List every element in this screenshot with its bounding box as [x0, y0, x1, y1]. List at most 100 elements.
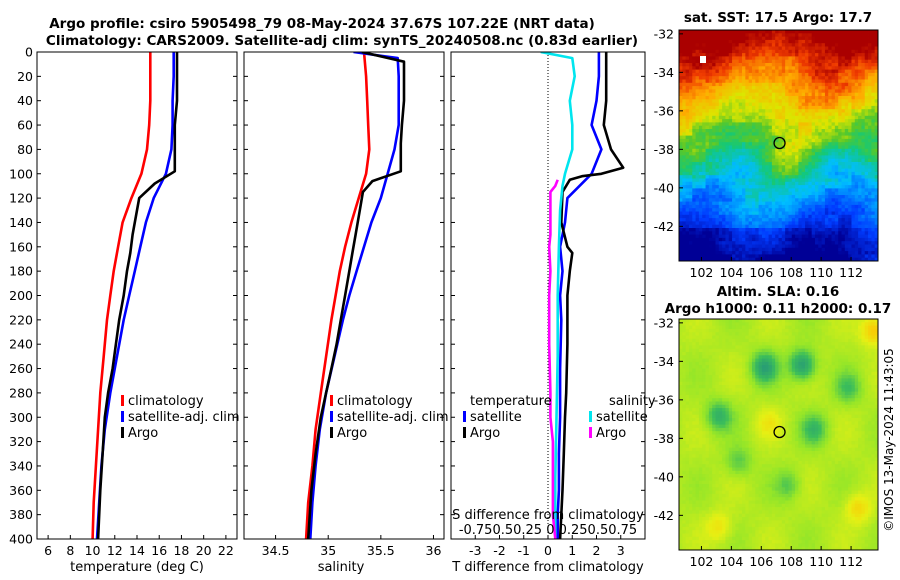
map-cell [715, 218, 720, 222]
map-cell [755, 228, 759, 232]
map-cell [821, 105, 826, 110]
map-cell [692, 211, 696, 216]
map-cell [755, 234, 759, 239]
map-cell [858, 185, 862, 189]
map-cell [808, 257, 813, 262]
series-line-s-satellite [540, 52, 577, 539]
map-cell [765, 142, 769, 146]
map-cell [725, 112, 730, 117]
map-cell [834, 165, 839, 169]
map-cell [698, 86, 703, 90]
map-cell [864, 168, 869, 173]
map-cell [795, 338, 799, 343]
map-cell [778, 244, 783, 249]
map-cell [791, 211, 796, 216]
map-cell [868, 228, 872, 232]
map-cell [808, 178, 813, 183]
map-cell [821, 185, 826, 189]
map-cell [811, 221, 816, 226]
map-cell [722, 96, 726, 100]
map-cell [692, 335, 696, 340]
map-cell [765, 178, 769, 183]
map-y-tick-label: -38 [654, 142, 674, 157]
map-cell [705, 201, 710, 206]
map-cell [841, 86, 846, 90]
map-cell [688, 342, 693, 346]
map-cell [745, 132, 750, 136]
map-cell [868, 175, 872, 179]
map-cell [742, 46, 746, 51]
map-cell [781, 208, 786, 212]
map-cell [874, 224, 879, 229]
map-cell [715, 33, 720, 37]
map-cell [702, 53, 706, 57]
map-cell [788, 319, 793, 323]
map-cell [765, 129, 769, 133]
map-cell [824, 79, 829, 84]
map-cell [858, 158, 862, 163]
map-cell [761, 115, 766, 120]
map-cell [751, 135, 756, 140]
map-cell [771, 198, 776, 202]
map-cell [685, 30, 690, 34]
map-cell [791, 129, 796, 133]
map-cell [751, 234, 756, 239]
map-cell [785, 171, 789, 176]
map-cell [824, 99, 829, 103]
map-cell [738, 338, 743, 343]
map-cell [748, 105, 753, 110]
map-cell [682, 165, 687, 169]
map-cell [838, 228, 842, 232]
map-cell [858, 53, 862, 57]
map-cell [808, 115, 813, 120]
map-cell [698, 125, 703, 130]
map-cell [742, 237, 746, 242]
map-cell [712, 43, 716, 47]
map-cell [785, 129, 789, 133]
map-cell [679, 145, 683, 150]
map-cell [725, 155, 730, 160]
map-cell [775, 86, 779, 90]
map-cell [838, 325, 842, 330]
map-cell [692, 345, 696, 350]
map-cell [821, 228, 826, 232]
map-cell [861, 251, 866, 255]
map-cell [854, 208, 859, 212]
map-cell [735, 66, 740, 70]
map-cell [864, 79, 869, 84]
map-cell [854, 112, 859, 117]
map-cell [844, 231, 849, 235]
map-cell [785, 254, 789, 259]
map-cell [795, 96, 799, 100]
map-cell [685, 254, 690, 259]
map-cell [851, 171, 856, 176]
map-cell [765, 105, 769, 110]
map-cell [695, 325, 700, 330]
map-cell [805, 211, 809, 216]
map-cell [735, 30, 740, 34]
map-cell [761, 178, 766, 183]
map-cell [745, 56, 750, 61]
map-cell [715, 228, 720, 232]
map-cell [818, 211, 823, 216]
map-cell [765, 338, 769, 343]
map-cell [868, 148, 872, 153]
map-cell [791, 162, 796, 166]
map-cell [868, 92, 872, 97]
map-cell [795, 76, 799, 80]
map-cell [688, 76, 693, 80]
map-cell [725, 132, 730, 136]
map-cell [775, 185, 779, 189]
map-cell [871, 76, 876, 80]
map-cell [834, 208, 839, 212]
map-cell [765, 30, 769, 34]
map-cell [775, 198, 779, 202]
map-cell [868, 208, 872, 212]
map-cell [705, 322, 710, 326]
map-cell [831, 162, 836, 166]
map-cell [861, 335, 866, 340]
map-cell [708, 76, 713, 80]
map-cell [791, 46, 796, 51]
map-cell [841, 145, 846, 150]
map-cell [728, 188, 733, 193]
